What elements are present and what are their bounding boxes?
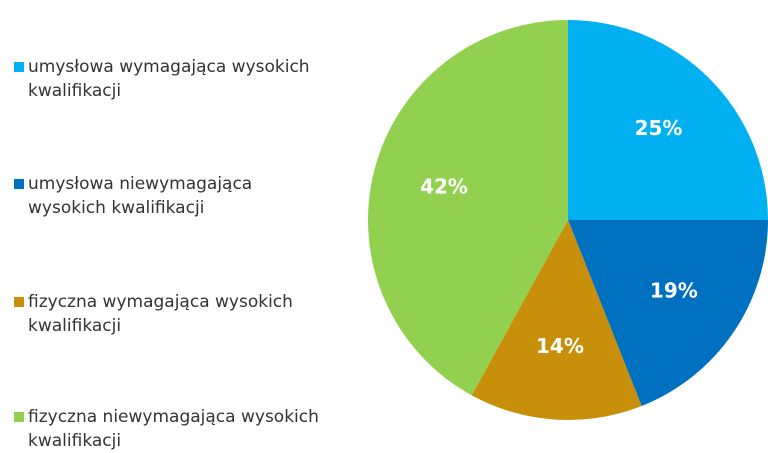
legend-item: fizyczna wymagająca wysokich kwalifikacj… (14, 290, 364, 338)
legend-swatch (14, 62, 24, 72)
data-label: 14% (536, 334, 584, 358)
legend-item: umysłowa niewymagająca wysokich kwalifik… (14, 172, 364, 220)
pie-slice (568, 220, 768, 406)
legend: umysłowa wymagająca wysokich kwalifikacj… (0, 0, 360, 451)
pie-slice (368, 20, 568, 396)
legend-label: fizyczna wymagająca wysokich kwalifikacj… (28, 292, 293, 336)
legend-swatch (14, 179, 24, 189)
legend-label: umysłowa wymagająca wysokich kwalifikacj… (28, 57, 310, 101)
legend-item: fizyczna niewymagająca wysokich kwalifik… (14, 405, 364, 453)
data-label: 25% (635, 116, 683, 140)
legend-item: umysłowa wymagająca wysokich kwalifikacj… (14, 55, 364, 103)
pie-slice (471, 220, 642, 420)
pie-slice (568, 20, 768, 220)
legend-label: umysłowa niewymagająca wysokich kwalifik… (28, 174, 253, 218)
legend-swatch (14, 412, 24, 422)
legend-swatch (14, 297, 24, 307)
data-label: 42% (420, 175, 468, 199)
data-label: 19% (650, 278, 698, 302)
